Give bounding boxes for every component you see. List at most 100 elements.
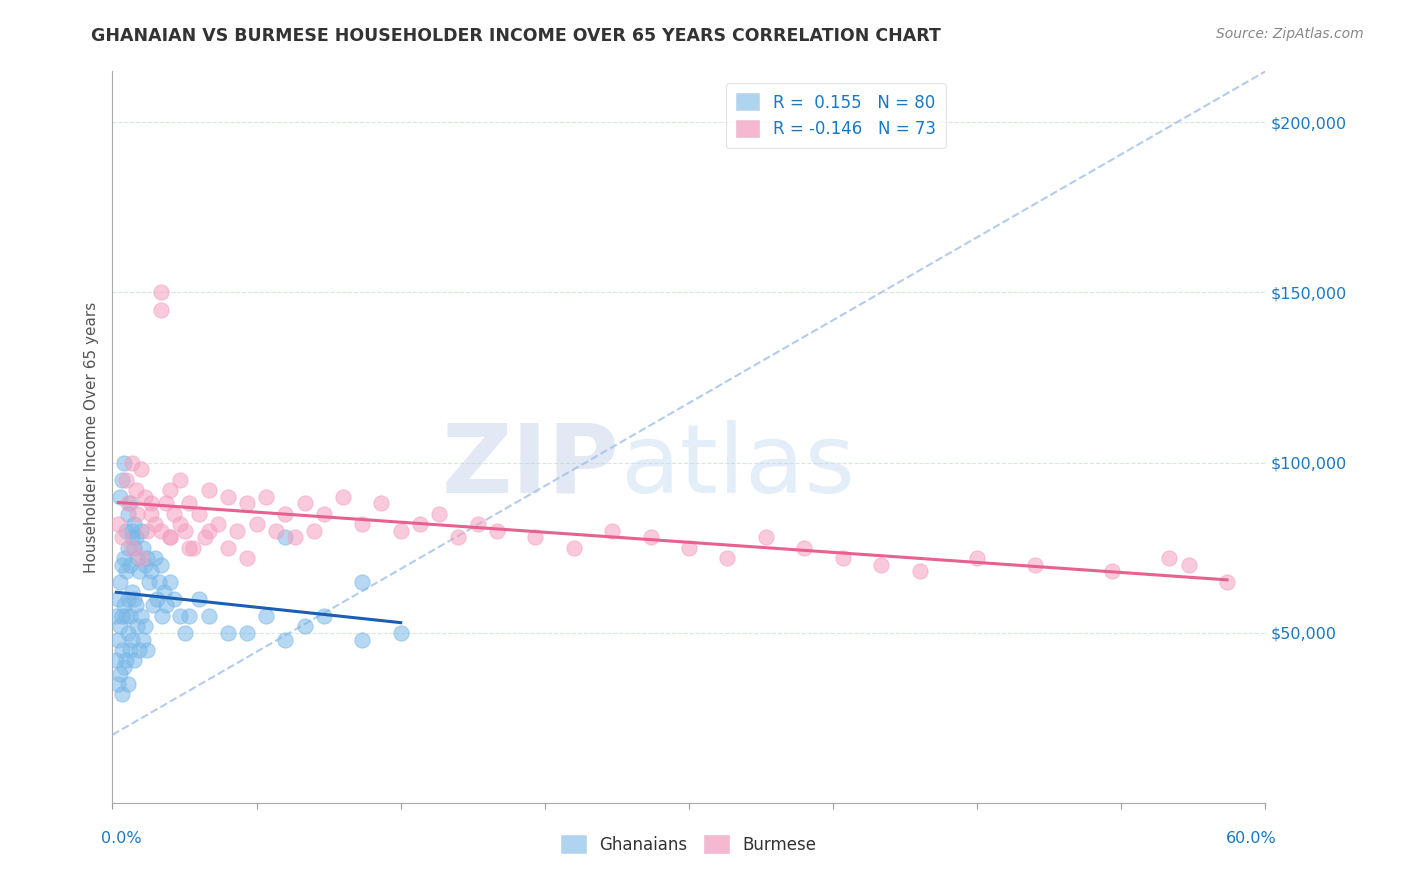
Point (124, 599, 146, 613)
Point (127, 619, 149, 633)
Point (427, 507, 450, 521)
Point (294, 496, 316, 510)
Point (447, 531, 470, 545)
Point (755, 531, 778, 545)
Point (966, 550, 988, 565)
Point (188, 507, 211, 521)
Point (148, 574, 170, 589)
Point (312, 608, 335, 623)
Point (121, 541, 143, 555)
Text: Source: ZipAtlas.com: Source: ZipAtlas.com (1216, 27, 1364, 41)
Point (134, 490, 156, 504)
Point (352, 632, 374, 647)
Point (117, 591, 139, 606)
Point (274, 531, 297, 545)
Point (197, 608, 219, 623)
Point (139, 496, 162, 510)
Point (118, 558, 141, 572)
Point (332, 490, 354, 504)
Point (143, 516, 166, 531)
Point (122, 653, 145, 667)
Point (107, 632, 129, 647)
Point (163, 591, 186, 606)
Point (179, 608, 201, 623)
Point (908, 565, 931, 579)
Point (129, 524, 153, 538)
Point (236, 625, 259, 640)
Point (274, 507, 297, 521)
Point (118, 642, 141, 657)
Point (197, 524, 219, 538)
Point (127, 550, 149, 565)
Point (107, 677, 129, 691)
Point (117, 677, 139, 691)
Point (139, 565, 162, 579)
Point (143, 550, 166, 565)
Point (169, 516, 191, 531)
Point (142, 599, 165, 613)
Point (188, 591, 211, 606)
Text: GHANAIAN VS BURMESE HOUSEHOLDER INCOME OVER 65 YEARS CORRELATION CHART: GHANAIAN VS BURMESE HOUSEHOLDER INCOME O… (91, 27, 941, 45)
Point (174, 524, 197, 538)
Point (111, 558, 134, 572)
Point (136, 524, 159, 538)
Point (134, 558, 156, 572)
Point (121, 524, 143, 538)
Point (236, 496, 259, 510)
Text: 0.0%: 0.0% (101, 831, 142, 846)
Point (138, 574, 160, 589)
Point (254, 608, 277, 623)
Point (149, 302, 172, 317)
Point (409, 516, 432, 531)
Point (181, 541, 204, 555)
Point (111, 531, 134, 545)
Point (115, 524, 138, 538)
Point (121, 456, 143, 470)
Point (155, 599, 177, 613)
Point (217, 541, 239, 555)
Y-axis label: Householder Income Over 65 years: Householder Income Over 65 years (84, 301, 100, 573)
Point (264, 524, 287, 538)
Point (159, 483, 181, 497)
Text: atlas: atlas (620, 420, 855, 513)
Point (169, 608, 191, 623)
Point (600, 524, 623, 538)
Point (112, 659, 135, 673)
Point (246, 516, 269, 531)
Point (115, 565, 138, 579)
Point (159, 531, 181, 545)
Point (118, 496, 141, 510)
Point (1024, 558, 1046, 572)
Point (294, 619, 316, 633)
Point (152, 608, 174, 623)
Point (136, 550, 159, 565)
Point (524, 531, 547, 545)
Point (236, 550, 259, 565)
Point (226, 524, 249, 538)
Point (117, 625, 139, 640)
Point (129, 608, 153, 623)
Point (304, 524, 326, 538)
Point (128, 642, 150, 657)
Point (111, 473, 134, 487)
Point (108, 619, 131, 633)
Point (107, 516, 129, 531)
Point (127, 507, 149, 521)
Point (793, 541, 815, 555)
Point (312, 507, 335, 521)
Point (111, 608, 134, 623)
Point (153, 585, 176, 599)
Point (117, 496, 139, 510)
Point (129, 462, 153, 476)
Point (105, 608, 128, 623)
Point (124, 531, 146, 545)
Text: ZIP: ZIP (441, 420, 620, 513)
Point (159, 531, 181, 545)
Point (217, 490, 239, 504)
Point (831, 550, 853, 565)
Point (640, 531, 662, 545)
Point (108, 490, 131, 504)
Point (352, 516, 374, 531)
Point (274, 632, 297, 647)
Point (128, 565, 150, 579)
